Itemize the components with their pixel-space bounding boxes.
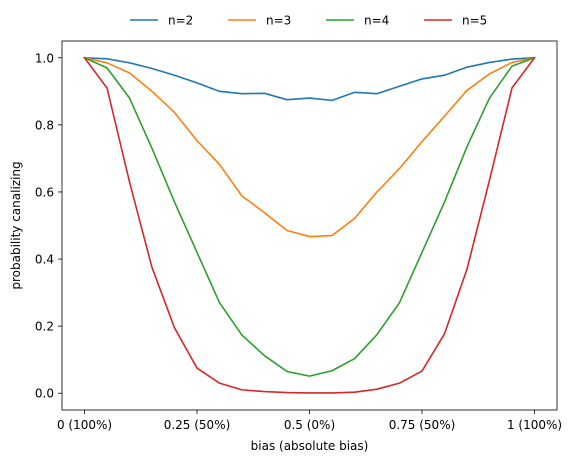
x-tick-label: 1 (100%)	[507, 418, 562, 432]
plot-area	[62, 41, 557, 410]
x-tick-label: 0 (100%)	[57, 418, 112, 432]
legend-label-n=2: n=2	[168, 14, 193, 28]
y-tick-label: 1.0	[35, 51, 54, 65]
legend-label-n=5: n=5	[462, 14, 487, 28]
legend-label-n=3: n=3	[266, 14, 291, 28]
y-tick-label: 0.4	[35, 253, 54, 267]
y-axis-label: probability canalizing	[9, 161, 23, 289]
series-line-n=5	[83, 56, 536, 394]
series-line-n=2	[83, 56, 536, 102]
x-tick-label: 0.25 (50%)	[164, 418, 231, 432]
x-tick-label: 0.5 (0%)	[284, 418, 335, 432]
legend: n=2 n=3 n=4 n=5	[130, 14, 487, 28]
y-tick-label: 0.2	[35, 320, 54, 334]
y-tick-label: 0.8	[35, 118, 54, 132]
x-axis-label: bias (absolute bias)	[251, 439, 369, 453]
series-layer	[83, 56, 536, 394]
y-tick-label: 0.0	[35, 387, 54, 401]
series-line-n=3	[83, 56, 536, 238]
x-tick-label: 0.75 (50%)	[389, 418, 456, 432]
axes-layer: 0 (100%) 0.25 (50%) 0.5 (0%) 0.75 (50%) 1 (1…	[35, 40, 562, 432]
legend-label-n=4: n=4	[364, 14, 389, 28]
series-line-n=4	[83, 56, 536, 377]
y-tick-label: 0.6	[35, 185, 54, 199]
